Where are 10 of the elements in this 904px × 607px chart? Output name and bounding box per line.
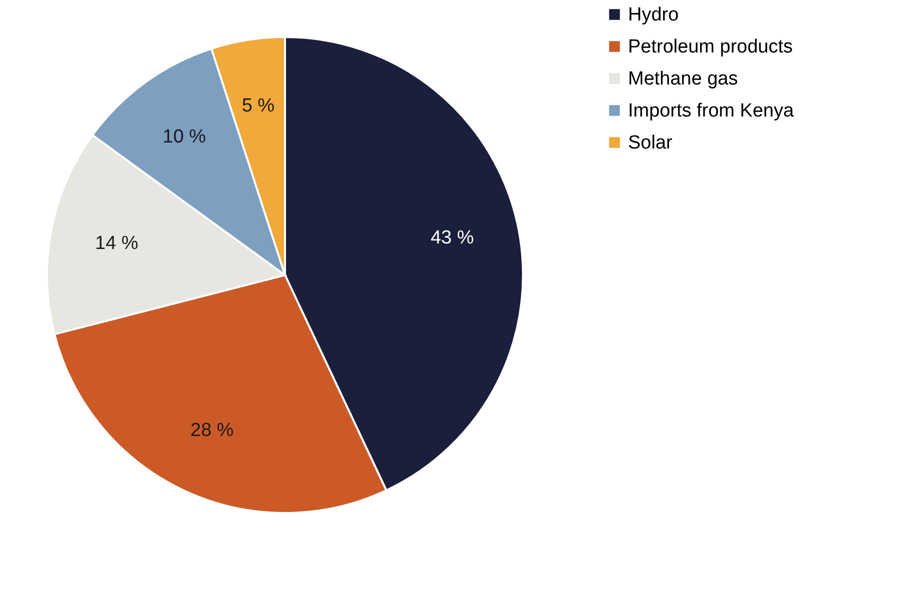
legend-label: Solar: [628, 132, 674, 154]
data-label: 10 %: [162, 126, 206, 148]
data-label: 5 %: [242, 96, 275, 117]
data-label: 28 %: [190, 420, 234, 442]
legend-label: Petroleum products: [628, 36, 793, 58]
data-label: 14 %: [95, 232, 138, 254]
legend-label: Hydro: [628, 4, 679, 26]
legend-label: Imports from Kenya: [628, 100, 794, 122]
legend-label: Methane gas: [628, 68, 738, 90]
data-label: 43 %: [430, 228, 474, 249]
